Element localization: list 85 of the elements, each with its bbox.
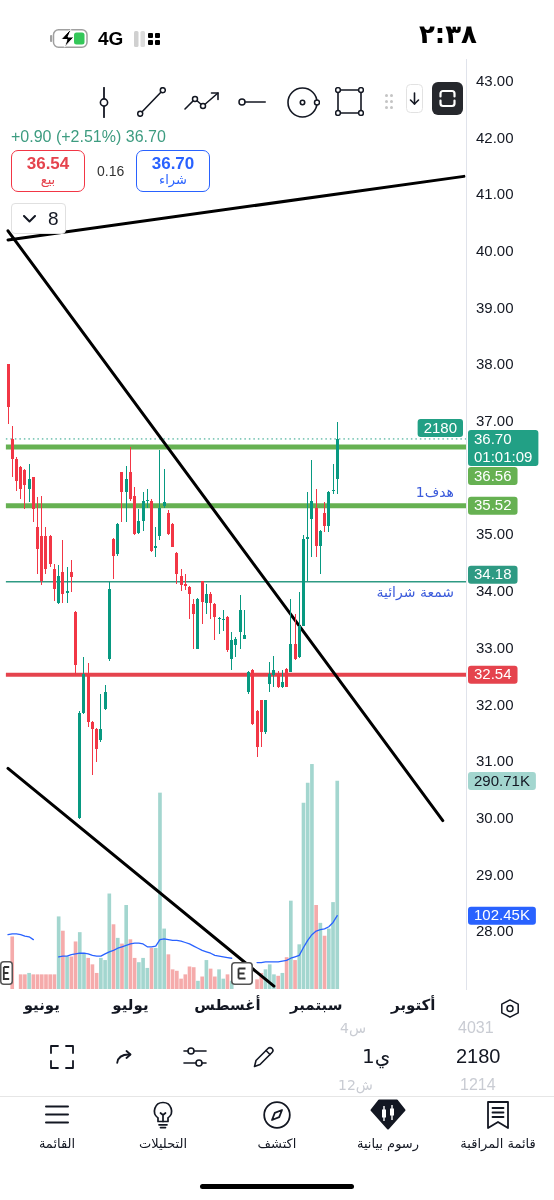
y-tick-label: 41.00 xyxy=(476,185,514,203)
y-tick-label: 33.00 xyxy=(476,638,514,656)
bar xyxy=(107,893,112,989)
text: 36.70 xyxy=(474,429,512,447)
candlestick xyxy=(306,492,309,581)
annotation: 36.70 xyxy=(150,154,196,174)
y2-tick-label: 290.71K xyxy=(474,771,530,789)
text: اكتشف xyxy=(256,1136,298,1152)
bar xyxy=(141,957,145,989)
y-tick-label: 28.00 xyxy=(476,922,514,940)
text: قائمة المراقبة xyxy=(459,1136,537,1152)
annotation: 2180 xyxy=(423,418,458,436)
annotation: 8 xyxy=(48,208,59,230)
candlestick xyxy=(222,610,225,631)
text: ٢:٣٨ xyxy=(418,19,477,50)
bar xyxy=(137,962,141,989)
text: 32.54 xyxy=(474,665,512,683)
bar xyxy=(99,957,103,989)
y-tick-label: 30.00 xyxy=(476,809,514,827)
y-tick-label: 37.00 xyxy=(476,412,514,430)
x-tick-label: أكتوبر xyxy=(390,994,436,1014)
candlestick xyxy=(154,527,157,557)
x-tick-label: سبتمبر xyxy=(288,995,343,1014)
bar xyxy=(115,937,120,989)
y-tick-label: 39.00 xyxy=(476,298,514,316)
y-tick-label: 31.00 xyxy=(476,752,514,770)
interval-dropdown: 8 xyxy=(11,203,66,234)
candlestick xyxy=(66,567,69,603)
text: 36.56 xyxy=(474,466,512,484)
bar xyxy=(217,969,221,989)
bar xyxy=(124,904,129,989)
x-tick-label: يونيو xyxy=(22,995,60,1014)
y2-tick-label: 102.45K xyxy=(474,906,530,924)
annotation: شراء xyxy=(158,172,188,188)
bar xyxy=(293,960,297,989)
bar xyxy=(65,956,69,989)
bar xyxy=(335,780,340,989)
y-tick-label: 35.00 xyxy=(476,525,514,543)
x-tick-label: يوليو xyxy=(111,995,149,1014)
text: 4G xyxy=(98,28,124,50)
text: 1ي xyxy=(362,1044,391,1068)
bar xyxy=(158,792,162,989)
bar xyxy=(200,976,205,989)
text: التحليلات xyxy=(137,1136,189,1152)
x-tick-label: أغسطس xyxy=(194,994,261,1014)
annotation: +0.90 (+2.51%) 36.70 xyxy=(11,128,166,147)
bar xyxy=(39,974,44,989)
bar xyxy=(31,974,36,989)
bar xyxy=(23,974,27,989)
bar xyxy=(288,900,293,989)
text: 35.52 xyxy=(474,496,512,514)
bar xyxy=(44,974,48,989)
candlestick xyxy=(332,464,335,494)
bar xyxy=(196,980,200,989)
bar xyxy=(120,943,124,989)
text: 2180 xyxy=(456,1045,501,1068)
text: 01:01:09 xyxy=(474,447,533,465)
bar xyxy=(175,970,179,989)
y-tick-label: 40.00 xyxy=(476,241,514,259)
y-tick-label: 43.00 xyxy=(476,71,514,89)
bar xyxy=(61,930,65,989)
candlestick xyxy=(218,617,221,634)
y-tick-label: 32.00 xyxy=(476,695,514,713)
bar xyxy=(276,975,280,989)
text: رسوم بيانية xyxy=(355,1136,421,1152)
y-tick-label: 38.00 xyxy=(476,355,514,373)
annotation: 0.16 xyxy=(97,163,125,180)
candlestick xyxy=(163,469,166,508)
annotation: 36.54 xyxy=(25,154,71,174)
ref-line-label: شمعة شرائية xyxy=(376,584,454,602)
bar xyxy=(191,967,196,989)
y-tick-label: 29.00 xyxy=(476,865,514,883)
text: القائمة xyxy=(37,1136,77,1152)
bar xyxy=(314,904,318,989)
annotation: بيع xyxy=(39,172,57,188)
candlestick xyxy=(146,489,149,508)
y-tick-label: 34.00 xyxy=(476,582,514,600)
bar xyxy=(77,932,82,989)
text: 34.18 xyxy=(474,565,512,583)
bar xyxy=(27,972,31,989)
ref-line-label: هدف1 xyxy=(415,484,454,501)
bar xyxy=(86,957,91,989)
bar xyxy=(48,974,53,989)
bar xyxy=(310,764,314,989)
y-tick-label: 42.00 xyxy=(476,128,514,146)
